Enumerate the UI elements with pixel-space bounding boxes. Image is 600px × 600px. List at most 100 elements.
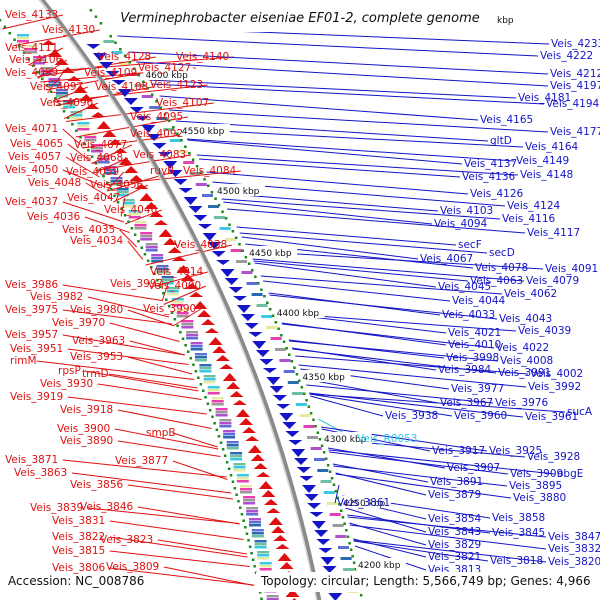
right-gene-label: Veis_4124	[507, 200, 561, 212]
feature-block	[48, 84, 61, 87]
reverse-gene-arrow	[269, 386, 284, 393]
feature-block	[186, 337, 199, 340]
right-gene-label: Veis_4149	[516, 155, 569, 167]
feature-block	[323, 491, 335, 494]
right-gene-label: obgE	[557, 468, 583, 480]
tick-dot	[223, 454, 227, 457]
left-leader-line	[163, 566, 254, 586]
left-gene-label: Veis_4096	[40, 97, 94, 109]
reverse-gene-arrow	[123, 98, 138, 105]
feature-block	[134, 221, 147, 224]
right-leader-line	[309, 393, 453, 417]
left-gene-label: Veis_4014	[150, 266, 204, 278]
reverse-gene-arrow	[266, 377, 281, 385]
tick-dot	[334, 490, 338, 493]
left-gene-label: Veis_4037	[5, 196, 58, 208]
forward-gene-arrow	[189, 292, 204, 297]
tick-dot	[340, 509, 343, 512]
feature-block	[332, 524, 344, 527]
tick-dot	[322, 451, 326, 454]
right-gene-label: Veis_4148	[520, 169, 573, 181]
tick-dot	[280, 334, 283, 337]
feature-block	[279, 359, 291, 362]
tick-dot	[303, 392, 306, 395]
feature-block	[283, 370, 295, 373]
forward-gene-arrow	[222, 373, 237, 381]
tick-dot	[116, 201, 120, 204]
right-gene-label: Veis_4022	[496, 342, 549, 354]
tick-dot	[90, 155, 94, 158]
reverse-gene-arrow	[178, 188, 193, 193]
right-leader-line	[328, 449, 556, 475]
forward-gene-arrow	[226, 382, 241, 389]
feature-block	[266, 326, 277, 329]
reverse-gene-arrow	[129, 107, 144, 113]
feature-block	[110, 183, 123, 186]
forward-gene-arrow	[118, 157, 133, 165]
feature-block	[257, 557, 270, 560]
tick-dot	[210, 191, 214, 194]
forward-gene-arrow	[79, 94, 94, 101]
left-leader-line	[172, 460, 228, 480]
feature-block	[186, 331, 199, 334]
left-gene-label: Veis_4050	[5, 164, 58, 176]
tick-dot	[326, 464, 330, 467]
forward-gene-arrow	[113, 148, 128, 153]
left-gene-label: Veis_4071	[5, 123, 58, 135]
right-gene-label: Veis_4008	[500, 355, 553, 367]
forward-gene-arrow	[229, 391, 244, 397]
left-leader-line	[85, 182, 112, 199]
left-gene-label: Veis_4047	[67, 192, 120, 204]
right-leader-line	[239, 232, 488, 254]
tick-dot	[180, 139, 183, 142]
forward-gene-arrow	[172, 256, 187, 261]
tick-dot	[348, 542, 351, 545]
feature-block	[343, 568, 354, 571]
feature-block	[211, 397, 224, 400]
left-gene-label: Veis_4038	[174, 239, 227, 251]
tick-dot	[225, 461, 229, 464]
kbp-label: 4350 kbp	[302, 373, 345, 383]
left-gene-label: Veis_3919	[10, 391, 63, 403]
feature-block	[40, 73, 53, 76]
tick-dot	[140, 246, 143, 249]
left-leader-line	[45, 72, 142, 91]
right-gene-label: Veis_3845	[492, 527, 545, 539]
tick-dot	[282, 340, 286, 343]
left-gene-label: ruvB	[150, 165, 174, 177]
left-gene-label: rpsP	[58, 365, 81, 377]
tick-dot	[36, 71, 40, 74]
tick-dot	[45, 84, 48, 87]
feature-block	[181, 320, 194, 323]
reverse-gene-arrow	[86, 44, 101, 49]
forward-gene-arrow	[268, 517, 283, 525]
tick-dot	[153, 272, 156, 275]
tick-dot	[332, 483, 336, 486]
tick-dot	[307, 405, 311, 408]
feature-block	[166, 287, 179, 290]
forward-gene-arrow	[149, 211, 164, 217]
title-backdrop	[104, 4, 496, 32]
reverse-gene-arrow	[117, 89, 132, 97]
left-gene-label: trmD	[82, 368, 109, 380]
right-gene-label: Veis_3991	[498, 367, 551, 379]
right-gene-label: Veis_4194	[546, 98, 600, 110]
forward-gene-arrow	[266, 508, 281, 513]
forward-gene-arrow	[208, 337, 223, 345]
forward-gene-arrow	[60, 67, 75, 73]
right-gene-label: Veis_4043	[499, 313, 552, 325]
feature-block	[236, 477, 249, 480]
feature-block	[243, 502, 256, 505]
reverse-gene-arrow	[244, 323, 259, 329]
forward-gene-arrow	[279, 562, 294, 569]
right-leader-line	[298, 364, 527, 388]
right-gene-label: Veis_3880	[513, 492, 566, 504]
kbp-label: 4500 kbp	[217, 187, 260, 197]
left-leader-line	[109, 322, 180, 342]
feature-block	[243, 499, 256, 502]
tick-dot	[345, 529, 348, 532]
right-gene-label: Veis_4177	[550, 126, 600, 138]
tick-dot	[159, 106, 162, 109]
left-gene-label: Veis_4130	[42, 24, 95, 36]
reverse-gene-arrow	[309, 512, 324, 517]
